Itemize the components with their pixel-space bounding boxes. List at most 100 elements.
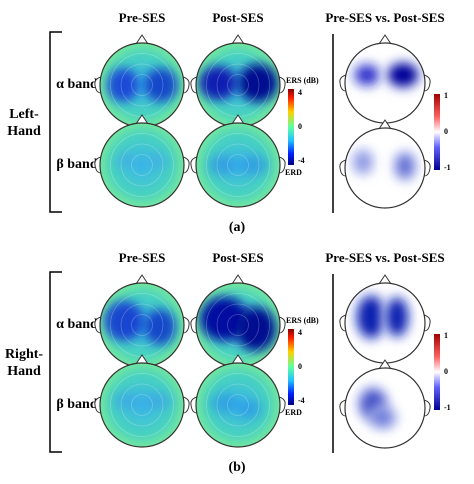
blob	[112, 392, 140, 410]
ear	[423, 159, 431, 177]
blob	[373, 410, 393, 426]
blob	[144, 392, 172, 410]
contour	[120, 63, 164, 107]
nose	[378, 34, 392, 45]
blob	[104, 301, 144, 341]
nose	[231, 114, 245, 125]
colorbar-tick-label: 4	[298, 328, 302, 337]
head-outline	[99, 362, 185, 448]
column-header: Pre-SES vs. Post-SES	[325, 10, 444, 25]
ear	[423, 74, 431, 92]
colorbar	[288, 329, 294, 405]
contour	[110, 133, 174, 197]
ear	[278, 76, 286, 94]
ear	[339, 314, 347, 332]
topomap	[94, 34, 190, 128]
diff-colorbar-tick-label: -1	[444, 163, 451, 172]
difference-map	[339, 34, 431, 124]
difference-map	[339, 274, 431, 364]
caption: (b)	[228, 460, 245, 475]
ear	[94, 156, 102, 174]
column-header: Post-SES	[212, 10, 263, 25]
row-label: α band	[56, 77, 98, 92]
map	[352, 291, 413, 343]
ear	[190, 316, 198, 334]
contour	[227, 154, 249, 176]
ear	[182, 156, 190, 174]
ear	[278, 396, 286, 414]
difference-map	[339, 359, 431, 449]
blob	[144, 309, 176, 345]
colorbar-tick-label: 0	[298, 122, 302, 131]
caption: (a)	[229, 220, 246, 235]
head	[196, 363, 280, 447]
bracket	[49, 271, 62, 453]
topomap	[190, 34, 286, 128]
group-label: Hand	[7, 124, 41, 139]
blob	[238, 64, 278, 102]
ear	[94, 316, 102, 334]
ear	[190, 76, 198, 94]
head	[196, 43, 280, 127]
contour	[131, 314, 153, 336]
ear	[182, 76, 190, 94]
map	[104, 293, 176, 357]
map	[107, 53, 178, 117]
column-header: Pre-SES	[119, 250, 166, 265]
blob	[389, 64, 417, 86]
nose	[231, 354, 245, 365]
ear	[278, 316, 286, 334]
column-header: Pre-SES	[119, 10, 166, 25]
head	[100, 123, 184, 207]
blob	[208, 155, 236, 175]
diff-colorbar	[434, 94, 440, 170]
contour	[131, 394, 153, 416]
head	[196, 123, 280, 207]
blob	[144, 68, 178, 102]
head	[100, 363, 184, 447]
diff-colorbar-tick-label: 0	[444, 127, 448, 136]
diff-colorbar-tick-label: 1	[444, 331, 448, 340]
topomap	[190, 114, 286, 208]
contour	[131, 154, 153, 176]
ear	[182, 316, 190, 334]
blob	[238, 399, 262, 419]
contour	[110, 373, 174, 437]
difference-map	[339, 119, 431, 209]
contour	[227, 314, 249, 336]
contour	[120, 143, 164, 187]
blob	[115, 153, 137, 169]
topomap	[94, 354, 190, 448]
colorbar-bottom-label: ERD	[285, 168, 302, 177]
ear	[278, 156, 286, 174]
topomap	[94, 274, 190, 368]
diff-colorbar-tick-label: 1	[444, 91, 448, 100]
ear	[190, 396, 198, 414]
nose	[378, 119, 392, 130]
ear	[339, 399, 347, 417]
ear	[423, 399, 431, 417]
contour	[227, 74, 249, 96]
ear	[339, 159, 347, 177]
map	[110, 373, 174, 437]
column-header: Pre-SES vs. Post-SES	[325, 250, 444, 265]
head-outline	[195, 362, 281, 448]
nose	[378, 274, 392, 285]
nose	[231, 274, 245, 285]
contour	[206, 373, 270, 437]
head-outline	[195, 122, 281, 208]
contour	[216, 63, 260, 107]
diff-colorbar-tick-label: -1	[444, 403, 451, 412]
nose	[231, 34, 245, 45]
map	[206, 373, 270, 437]
contour	[216, 383, 260, 427]
head-outline	[344, 367, 426, 449]
colorbar-bottom-label: ERD	[285, 408, 302, 417]
ear	[94, 396, 102, 414]
topomap	[190, 274, 286, 368]
nose	[135, 34, 149, 45]
nose	[135, 274, 149, 285]
contour	[206, 133, 270, 197]
topomap	[190, 354, 286, 448]
